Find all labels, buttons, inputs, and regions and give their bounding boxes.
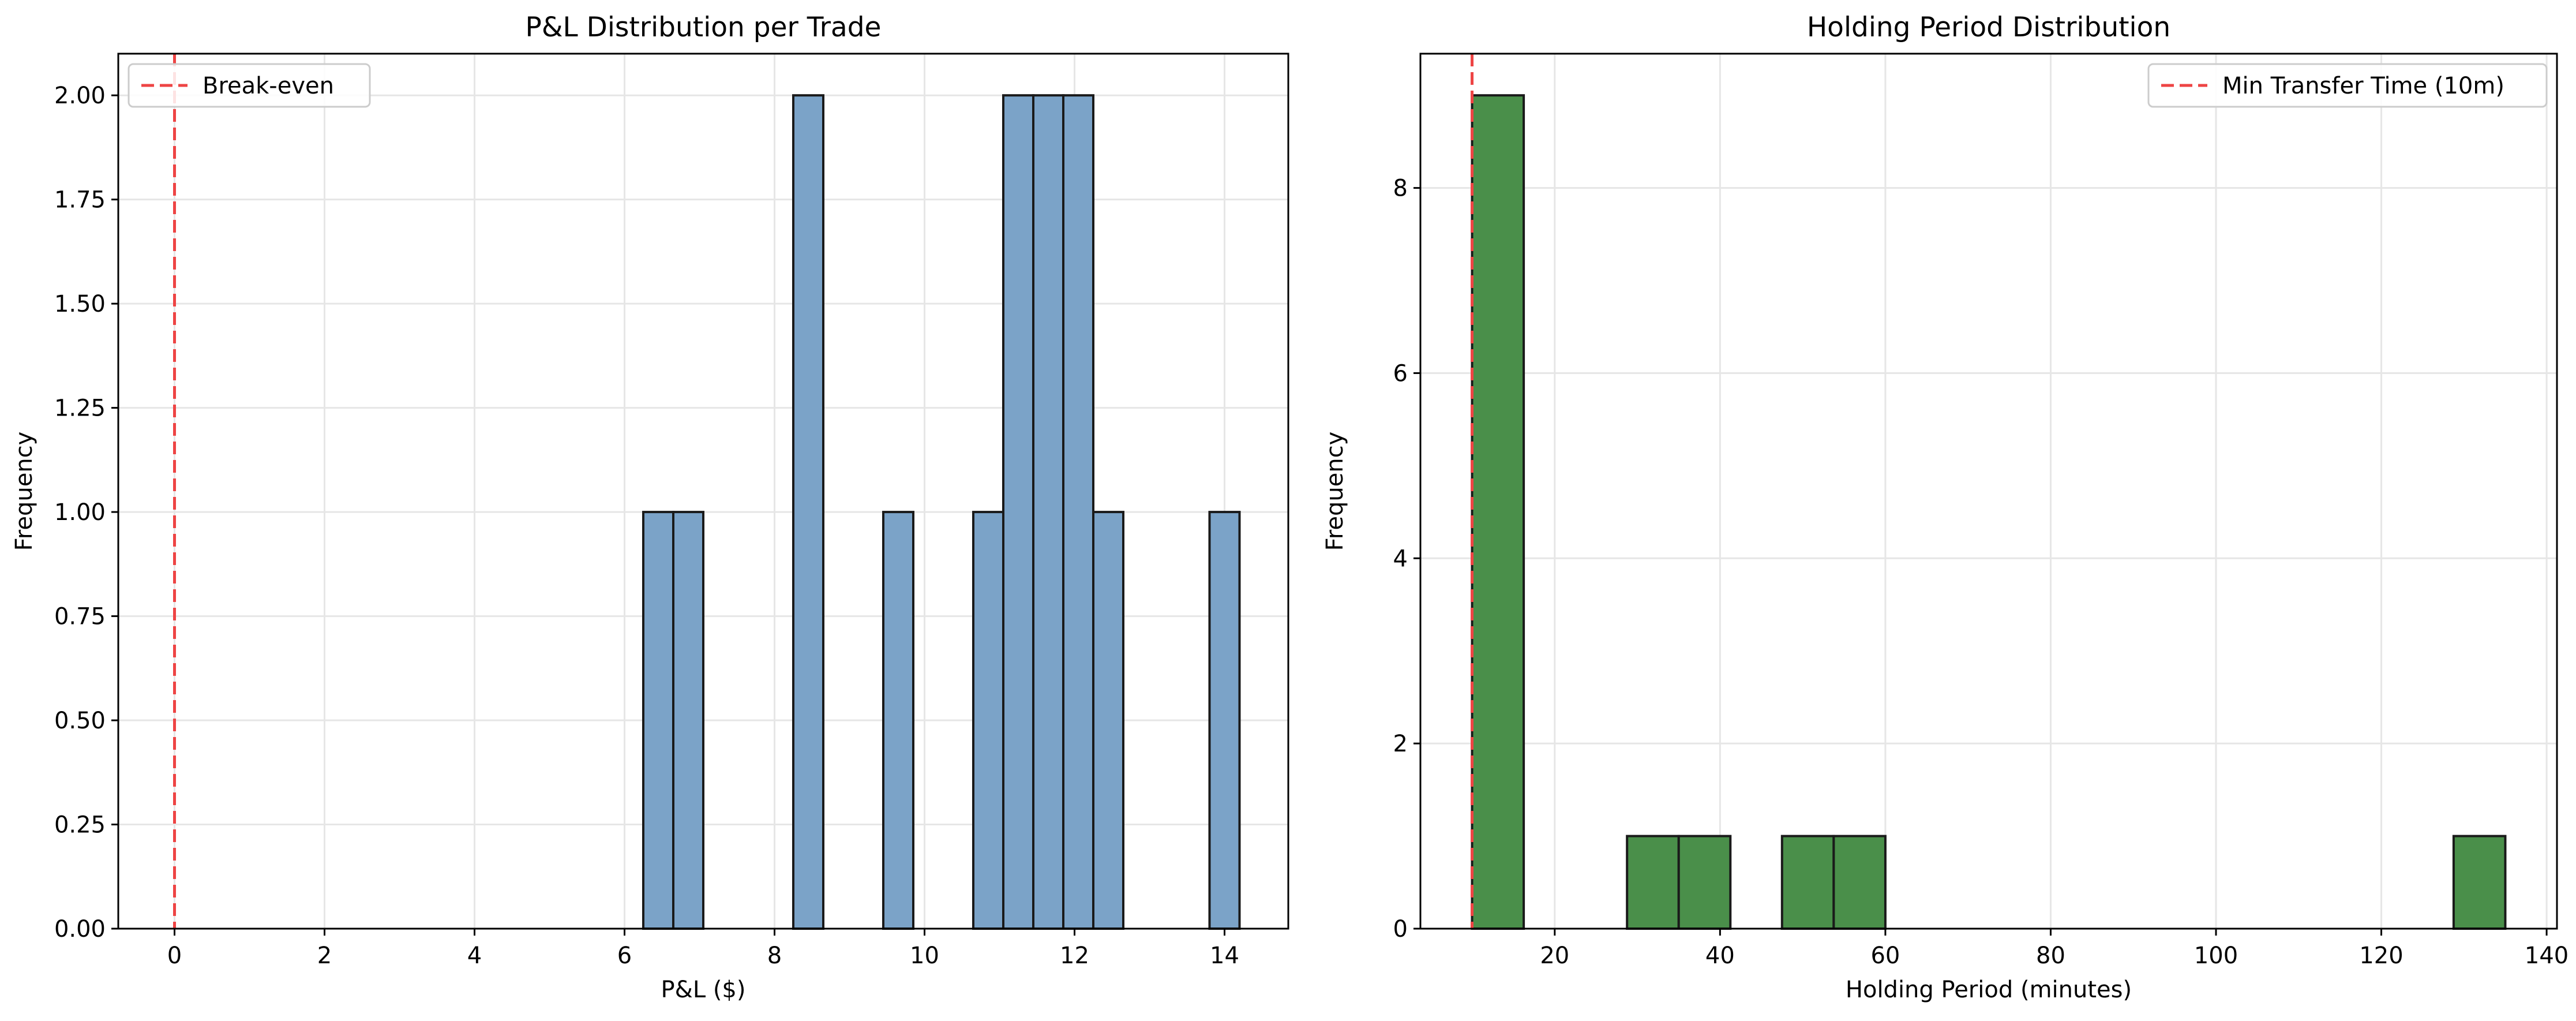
holding-legend-box [2147, 63, 2548, 108]
holding-gridlines [1420, 54, 2557, 930]
pnl-ytick-label-5: 1.25 [54, 395, 106, 422]
pnl-ytick-label-8: 2.00 [54, 83, 106, 109]
pnl-histogram-panel: 0 2 4 6 8 10 12 14 0.00 0.25 0.50 0.75 1.00 1.25 1.50… [11, 12, 1289, 1003]
pnl-x-ticks: 0 2 4 6 8 10 12 14 [167, 929, 1239, 969]
pnl-bar-4 [972, 511, 1004, 930]
pnl-ytick-label-0: 0.00 [54, 916, 106, 943]
holding-chart-title: Holding Period Distribution [1807, 12, 2170, 43]
holding-xtick-label-6: 140 [2525, 943, 2568, 969]
holding-bar-2 [1677, 835, 1732, 930]
holding-bar-0 [1471, 94, 1525, 930]
pnl-bars [642, 94, 1241, 930]
holding-legend: Min Transfer Time (10m) [2147, 63, 2548, 108]
pnl-bar-6 [1032, 94, 1064, 930]
holding-ytick-label-1: 2 [1393, 731, 1408, 757]
holding-y-axis-label: Frequency [1322, 432, 1348, 551]
holding-bar-5 [2452, 835, 2507, 930]
pnl-ytick-label-4: 1.00 [54, 499, 106, 526]
pnl-y-axis-label: Frequency [11, 432, 38, 551]
pnl-bar-1 [672, 511, 704, 930]
holding-xtick-label-4: 100 [2194, 943, 2238, 969]
holding-ytick-label-2: 4 [1393, 545, 1408, 572]
pnl-chart-title: P&L Distribution per Trade [526, 12, 882, 43]
pnl-xtick-label-7: 14 [1210, 943, 1239, 969]
holding-bars [1471, 94, 2507, 930]
pnl-ytick-label-1: 0.25 [54, 812, 106, 839]
pnl-bar-9 [1208, 511, 1241, 930]
pnl-axes-frame [117, 53, 1289, 930]
holding-x-axis-label: Holding Period (minutes) [1846, 977, 2132, 1003]
holding-ytick-label-0: 0 [1393, 916, 1408, 943]
pnl-xtick-label-5: 10 [910, 943, 939, 969]
pnl-ytick-label-3: 0.75 [54, 604, 106, 630]
holding-xtick-label-1: 40 [1705, 943, 1735, 969]
holding-ytick-label-4: 8 [1393, 175, 1408, 202]
pnl-xtick-label-0: 0 [167, 943, 182, 969]
holding-xtick-label-5: 120 [2359, 943, 2403, 969]
pnl-legend-label: Break-even [203, 73, 334, 99]
pnl-bar-5 [1002, 94, 1034, 930]
pnl-bar-2 [792, 94, 824, 930]
pnl-legend: Break-even [128, 63, 371, 108]
pnl-xtick-label-2: 4 [467, 943, 482, 969]
holding-axes-frame [1419, 53, 2558, 930]
pnl-x-axis-label: P&L ($) [661, 977, 746, 1003]
holding-ytick-label-3: 6 [1393, 360, 1408, 387]
pnl-bar-7 [1062, 94, 1094, 930]
holding-y-ticks: 0 2 4 6 8 [1393, 175, 1420, 943]
holding-xtick-label-2: 60 [1870, 943, 1900, 969]
pnl-xtick-label-4: 8 [767, 943, 782, 969]
pnl-axes-border [117, 53, 1289, 930]
pnl-legend-box [128, 63, 371, 108]
holding-axes-border [1419, 53, 2558, 930]
pnl-bar-3 [882, 511, 914, 930]
pnl-xtick-label-3: 6 [617, 943, 632, 969]
holding-period-histogram-panel: 20 40 60 80 100 120 140 0 2 4 6 8 Holding Period D… [1322, 12, 2568, 1003]
pnl-y-ticks: 0.00 0.25 0.50 0.75 1.00 1.25 1.50 1.75 2.00 [54, 83, 118, 943]
pnl-ytick-label-6: 1.50 [54, 291, 106, 317]
pnl-ytick-label-2: 0.50 [54, 708, 106, 734]
holding-xtick-label-0: 20 [1540, 943, 1569, 969]
holding-bar-4 [1832, 835, 1887, 930]
pnl-xtick-label-1: 2 [317, 943, 332, 969]
holding-bar-1 [1626, 835, 1680, 930]
holding-legend-label: Min Transfer Time (10m) [2222, 73, 2504, 99]
holding-x-ticks: 20 40 60 80 100 120 140 [1540, 929, 2568, 969]
holding-bar-3 [1780, 835, 1835, 930]
pnl-ytick-label-7: 1.75 [54, 187, 106, 214]
pnl-bar-0 [642, 511, 674, 930]
pnl-bar-8 [1092, 511, 1124, 930]
pnl-xtick-label-6: 12 [1060, 943, 1089, 969]
holding-xtick-label-3: 80 [2036, 943, 2065, 969]
